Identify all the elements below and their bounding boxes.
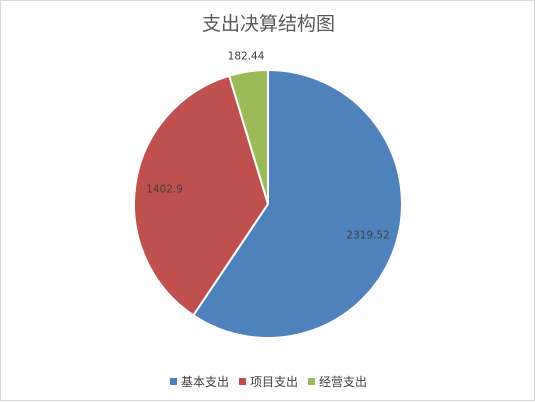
legend-item-project: 项目支出 — [238, 373, 298, 390]
legend-label-basic: 基本支出 — [180, 375, 229, 389]
legend: 基本支出 项目支出 经营支出 — [1, 373, 535, 390]
pie-slice-operating — [227, 68, 269, 205]
chart-title: 支出决算结构图 — [201, 13, 335, 35]
legend-item-operating: 经营支出 — [308, 373, 367, 390]
data-label-project: 1402.9 — [146, 184, 183, 196]
data-label-operating: 182.44 — [228, 51, 265, 63]
legend-label-project: 项目支出 — [249, 375, 298, 389]
legend-item-basic: 基本支出 — [169, 373, 229, 390]
legend-swatch-basic — [169, 378, 177, 385]
pie-slice-project — [133, 74, 270, 317]
data-label-basic: 2319.52 — [346, 229, 389, 241]
legend-swatch-project — [238, 378, 246, 385]
legend-label-operating: 经营支出 — [319, 375, 368, 389]
legend-swatch-operating — [308, 378, 315, 385]
pie-slice-basic — [191, 68, 403, 339]
